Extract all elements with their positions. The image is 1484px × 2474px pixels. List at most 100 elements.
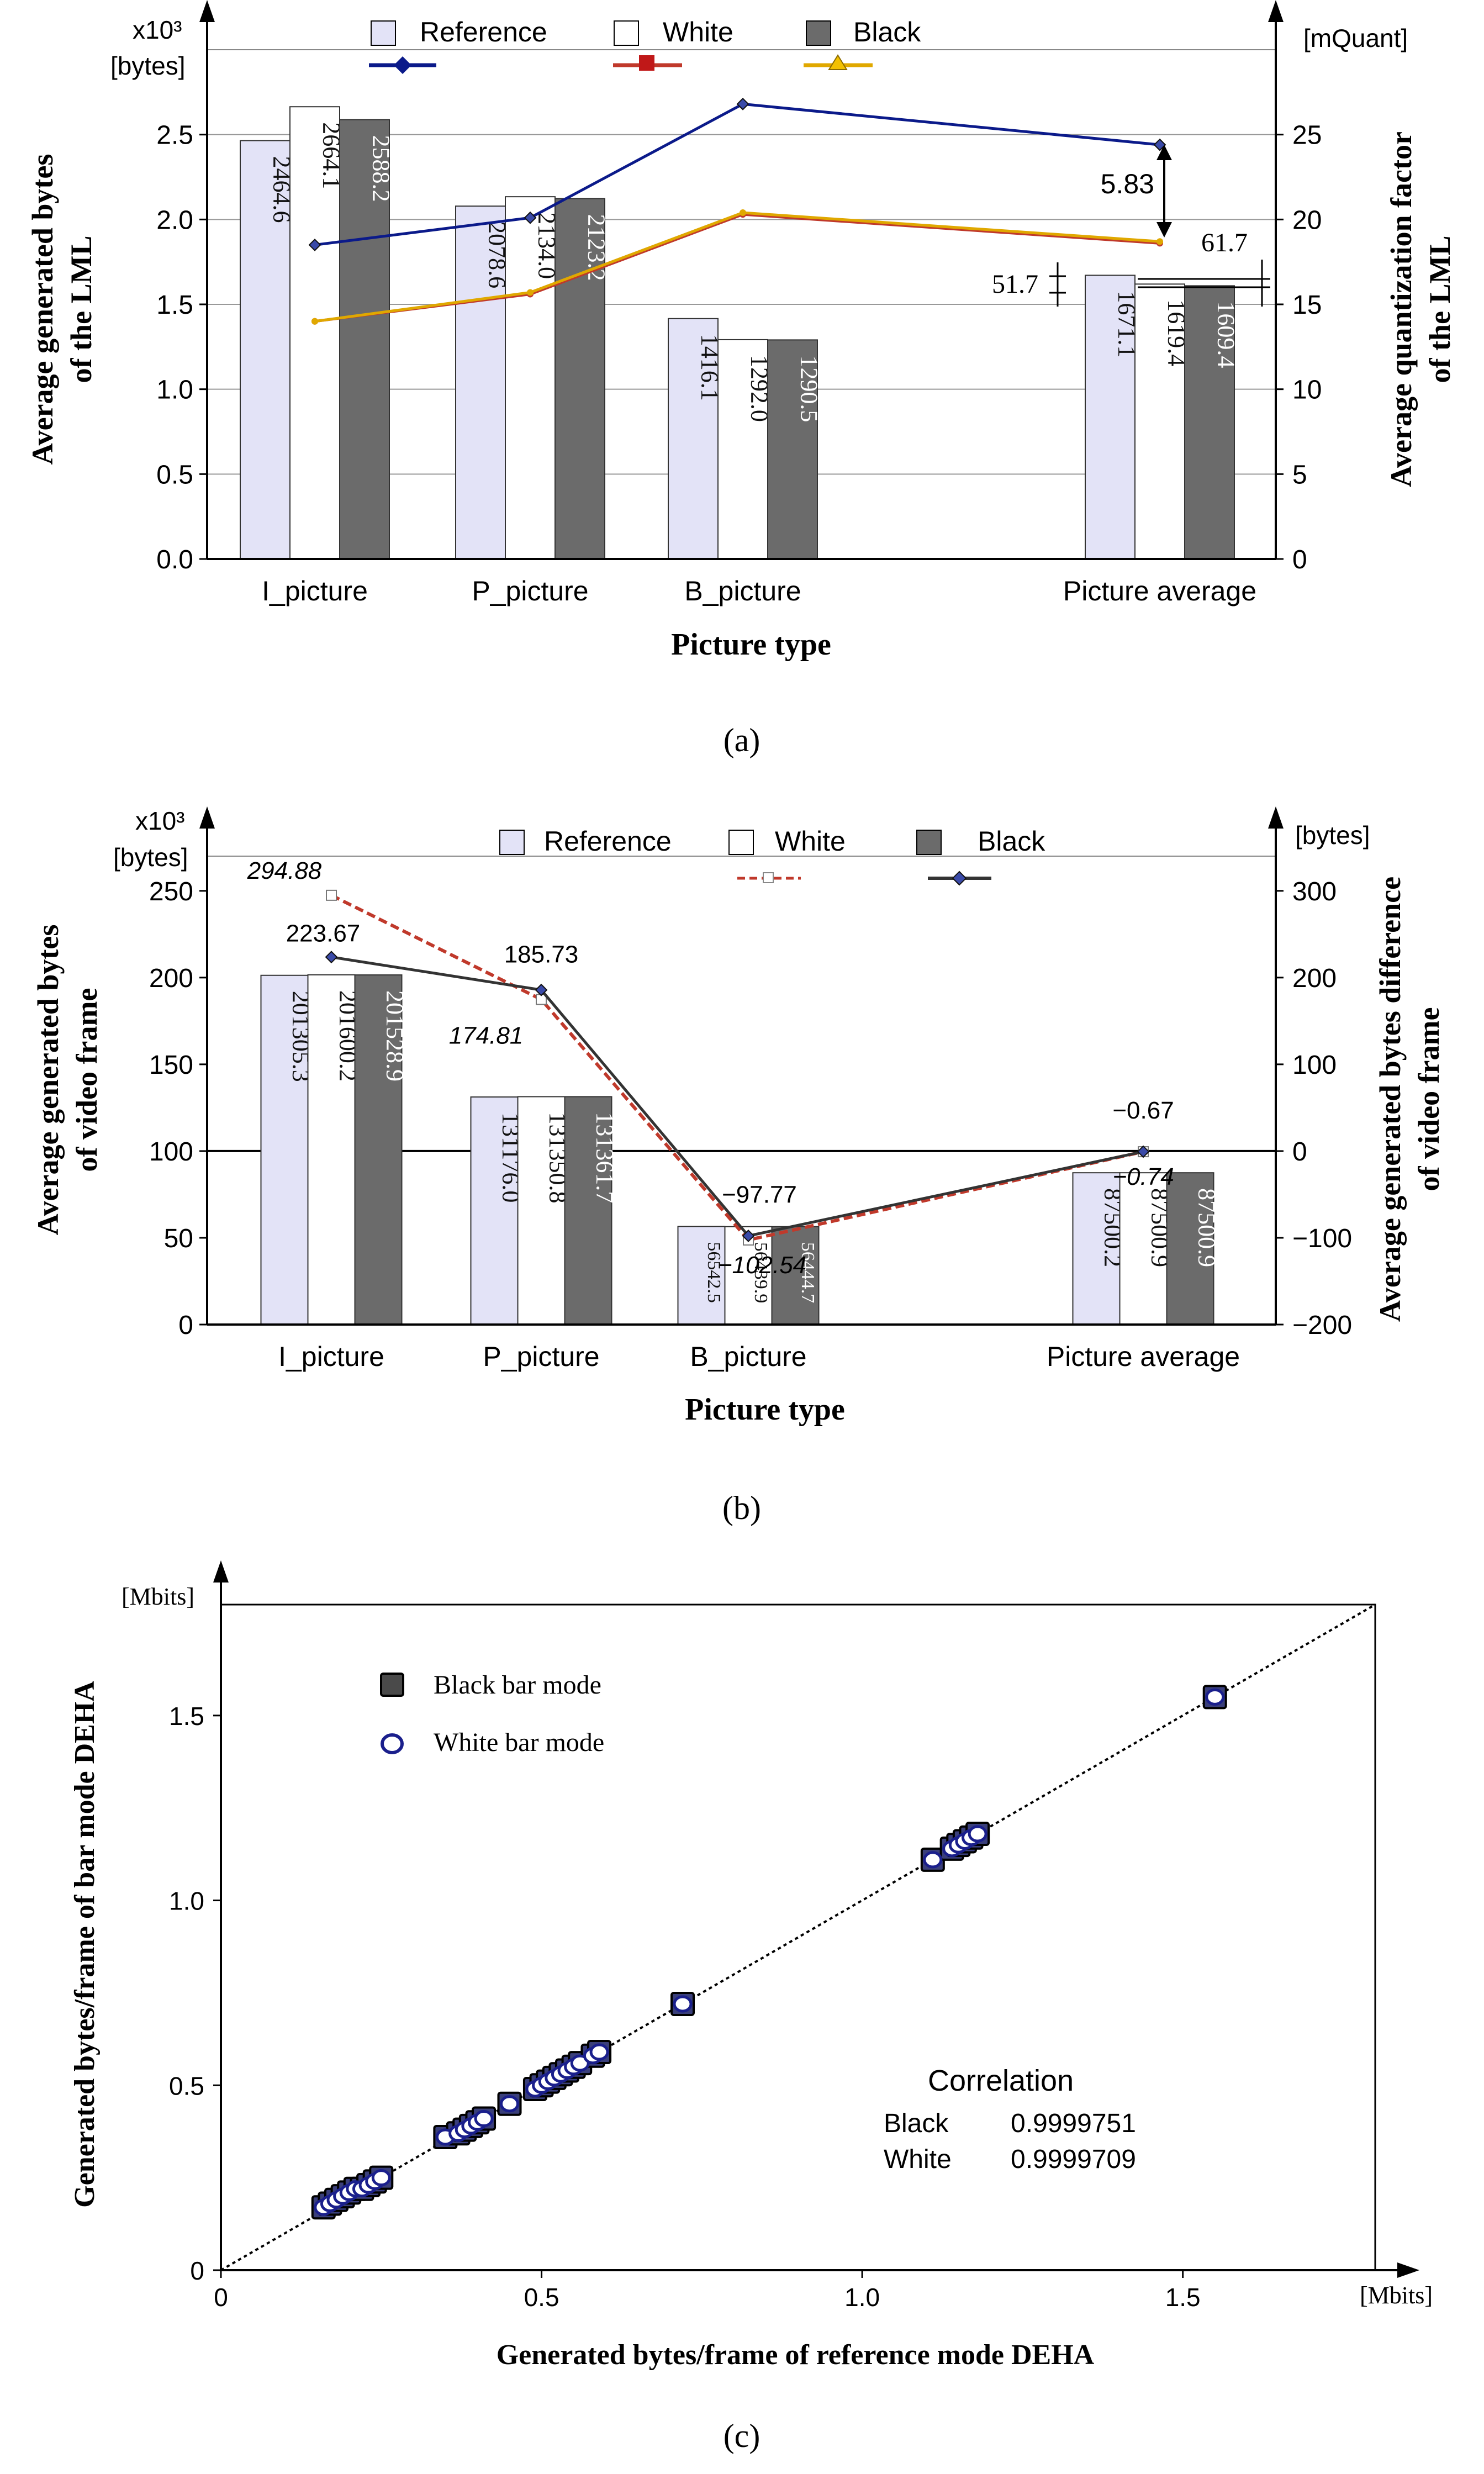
a-ylabel-right: Average quantization factor of the LML bbox=[1385, 131, 1456, 487]
c-x-tick-label: 1.0 bbox=[844, 2283, 880, 2312]
a-gap2-label: 61.7 bbox=[1201, 228, 1248, 257]
a-bar-label-black-i-picture: 2588.2 bbox=[367, 135, 394, 202]
a-legend-black-swatch bbox=[806, 20, 831, 46]
a-x-tick-label-i-picture: I_picture bbox=[262, 576, 368, 606]
c-correlation-title: Correlation bbox=[928, 2064, 1074, 2097]
panel-c-label: (c) bbox=[723, 2418, 761, 2454]
c-point-white-33 bbox=[968, 1825, 987, 1843]
b-point-black-b-picture bbox=[742, 1230, 755, 1242]
b-line-label-black-p-picture: 185.73 bbox=[504, 941, 579, 968]
c-y-tick-label: 1.5 bbox=[169, 1702, 204, 1731]
a-legend-diamond-icon bbox=[394, 56, 411, 74]
b-legend-reference: Reference bbox=[544, 826, 672, 857]
c-correlation-white-value: 0.9999709 bbox=[1011, 2145, 1136, 2174]
c-correlation-black-label: Black bbox=[884, 2109, 949, 2138]
a-y-left-arrow-icon bbox=[199, 0, 215, 22]
a-legend-reference: Reference bbox=[420, 17, 547, 48]
b-line-black bbox=[331, 956, 1144, 1238]
a-y-left-tick-label: 2.5 bbox=[156, 121, 193, 150]
c-legend-white-icon bbox=[381, 1733, 404, 1754]
panel-b-label: (b) bbox=[722, 1490, 761, 1526]
b-line-label-white-p-picture: 174.81 bbox=[449, 1022, 524, 1049]
b-bar-label-reference-b-picture: 56542.5 bbox=[704, 1242, 724, 1303]
c-correlation-white-label: White bbox=[884, 2145, 952, 2174]
c-legend: Black bar mode White bar mode bbox=[380, 1670, 604, 1757]
a-bar-label-black-picture-average: 1609.4 bbox=[1212, 301, 1239, 368]
a-legend-black: Black bbox=[853, 17, 921, 48]
b-y-right-tick-label: 200 bbox=[1292, 964, 1337, 993]
b-x-tick-label-i-picture: I_picture bbox=[278, 1341, 384, 1372]
a-bar-white-picture-average bbox=[1134, 283, 1185, 560]
b-x-tick-label-b-picture: B_picture bbox=[690, 1341, 806, 1372]
b-bar-black-picture-average bbox=[1166, 1172, 1214, 1325]
a-y-left-tick-label: 2.0 bbox=[156, 205, 193, 235]
b-bar-label-black-b-picture: 56444.7 bbox=[798, 1242, 818, 1304]
c-point-white-27 bbox=[673, 1995, 693, 2013]
a-units-right: [mQuant] bbox=[1303, 24, 1408, 52]
a-legend-white-swatch bbox=[614, 20, 639, 46]
c-y-tick-label: 1.0 bbox=[169, 1887, 204, 1916]
panel-a-label: (a) bbox=[723, 722, 761, 758]
a-quant-gap-arrow-head-bottom bbox=[1156, 222, 1172, 238]
a-y-left-tick-label: 1.5 bbox=[156, 291, 193, 320]
c-ylabel: Generated bytes/frame of bar mode DEHA bbox=[69, 1681, 101, 2208]
c-diagonal-line bbox=[220, 1603, 1376, 2271]
b-legend-white-swatch bbox=[728, 830, 754, 855]
c-y-tick-label: 0.5 bbox=[169, 2071, 204, 2100]
b-y-left-tick-label: 0 bbox=[178, 1311, 193, 1340]
a-x-tick-label-p-picture: P_picture bbox=[472, 576, 588, 606]
a-legend-square-icon bbox=[639, 55, 654, 71]
a-y-right-tick-label: 20 bbox=[1292, 205, 1322, 235]
a-ylabel-left-line2: of the LML bbox=[65, 236, 98, 383]
a-ylabel-right-line1: Average quantization factor bbox=[1385, 131, 1418, 487]
b-bar-black-i-picture bbox=[354, 974, 403, 1325]
c-legend-black: Black bar mode bbox=[434, 1670, 601, 1700]
a-point-black-picture-average bbox=[1156, 238, 1163, 245]
c-x-tick-label: 1.5 bbox=[1165, 2283, 1201, 2312]
b-legend: Reference White Black bbox=[499, 826, 1045, 886]
b-y-right-tick-label: 300 bbox=[1292, 877, 1337, 906]
a-legend-white: White bbox=[663, 17, 733, 48]
a-bar-black-picture-average bbox=[1184, 285, 1235, 560]
a-y-left-tick-label: 1.0 bbox=[156, 376, 193, 405]
b-legend-white: White bbox=[775, 826, 846, 857]
b-y-right-tick-label: −200 bbox=[1292, 1311, 1352, 1340]
a-y-right-tick-label: 25 bbox=[1292, 121, 1322, 150]
c-point-white-9 bbox=[371, 2169, 391, 2187]
c-x-arrow-icon bbox=[1397, 2262, 1419, 2278]
b-legend-diamond-icon bbox=[952, 871, 967, 886]
b-y-right-tick-label: −100 bbox=[1292, 1224, 1352, 1253]
b-ylabel-right-line1: Average generated bytes difference bbox=[1374, 877, 1407, 1322]
a-quant-gap-label: 5.83 bbox=[1101, 168, 1154, 199]
a-bar-reference-i-picture bbox=[240, 140, 291, 560]
a-quant-gap-arrow-head-top bbox=[1156, 145, 1172, 160]
b-legend-reference-swatch bbox=[499, 830, 525, 855]
b-y-left-tick-label: 50 bbox=[164, 1224, 193, 1253]
a-line-reference bbox=[314, 102, 1160, 246]
a-x-tick-label-b-picture: B_picture bbox=[684, 576, 801, 606]
a-y-right-tick-label: 15 bbox=[1292, 291, 1322, 320]
b-line-label-black-b-picture: −97.77 bbox=[722, 1181, 797, 1208]
c-xlabel: Generated bytes/frame of reference mode … bbox=[497, 2339, 1095, 2371]
c-ylabel-group: Generated bytes/frame of bar mode DEHA bbox=[69, 1681, 101, 2208]
b-point-black-p-picture bbox=[535, 983, 548, 996]
a-y-left-tick-label: 0.5 bbox=[156, 460, 193, 489]
b-bar-label-black-i-picture: 201528.9 bbox=[381, 990, 408, 1082]
a-point-black-i-picture bbox=[311, 318, 318, 325]
a-bar-white-b-picture bbox=[717, 339, 768, 560]
a-point-reference-b-picture bbox=[736, 97, 749, 110]
b-units-left2: [bytes] bbox=[113, 843, 188, 872]
a-gap1-label: 51.7 bbox=[992, 270, 1038, 299]
b-point-black-picture-average bbox=[1137, 1145, 1150, 1158]
a-point-reference-picture-average bbox=[1153, 138, 1166, 151]
b-ylabel-left-line1: Average generated bytes bbox=[31, 925, 65, 1236]
a-bar-reference-picture-average bbox=[1085, 275, 1136, 560]
c-point-white-26 bbox=[589, 2043, 609, 2061]
a-y-left-tick-label: 0.0 bbox=[156, 545, 193, 574]
c-point-white-16 bbox=[500, 2095, 519, 2113]
a-legend: Reference White Black bbox=[369, 17, 921, 74]
a-legend-reference-swatch bbox=[371, 20, 396, 46]
a-point-black-b-picture bbox=[740, 209, 746, 217]
a-y-right-arrow-icon bbox=[1268, 0, 1284, 22]
